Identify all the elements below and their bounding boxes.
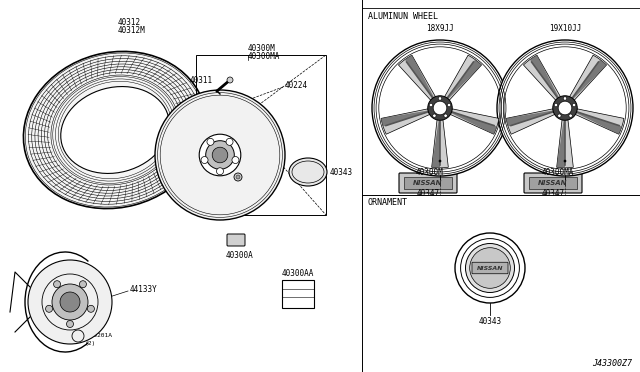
Polygon shape: [451, 112, 497, 134]
Circle shape: [88, 305, 95, 312]
Polygon shape: [572, 60, 607, 99]
Text: 40343: 40343: [479, 317, 502, 327]
Text: 40300MA: 40300MA: [248, 51, 280, 61]
Text: @08110-8201A: @08110-8201A: [67, 333, 113, 337]
Circle shape: [372, 40, 508, 176]
Circle shape: [497, 40, 633, 176]
Circle shape: [54, 281, 61, 288]
Circle shape: [28, 260, 112, 344]
Polygon shape: [405, 55, 434, 98]
Text: 19X10JJ: 19X10JJ: [549, 23, 581, 32]
Circle shape: [216, 168, 223, 175]
Text: 40311: 40311: [190, 76, 213, 84]
Polygon shape: [381, 109, 429, 134]
Text: 18X9JJ: 18X9JJ: [426, 23, 454, 32]
Circle shape: [438, 97, 442, 100]
Ellipse shape: [24, 51, 207, 209]
Circle shape: [470, 248, 510, 288]
Circle shape: [569, 114, 572, 118]
Polygon shape: [451, 109, 499, 134]
Circle shape: [60, 292, 80, 312]
Bar: [282, 280, 314, 308]
Circle shape: [232, 157, 239, 164]
Circle shape: [433, 101, 447, 115]
Polygon shape: [530, 55, 559, 98]
Ellipse shape: [289, 158, 327, 186]
Circle shape: [79, 281, 86, 288]
Circle shape: [199, 134, 241, 176]
Circle shape: [444, 114, 447, 118]
Polygon shape: [506, 110, 554, 126]
Polygon shape: [570, 55, 607, 100]
Text: 44133Y: 44133Y: [130, 285, 157, 295]
Circle shape: [227, 77, 233, 83]
Circle shape: [438, 160, 442, 163]
Circle shape: [226, 138, 233, 145]
Text: NISSAN: NISSAN: [538, 180, 568, 186]
Text: 40300A: 40300A: [226, 250, 254, 260]
Circle shape: [428, 96, 452, 120]
Text: NISSAN: NISSAN: [413, 180, 443, 186]
Bar: [196, 55, 326, 215]
Circle shape: [234, 173, 242, 181]
Circle shape: [155, 90, 285, 220]
Text: ALUMINUN WHEEL: ALUMINUN WHEEL: [368, 12, 438, 20]
Polygon shape: [431, 120, 440, 168]
Ellipse shape: [61, 87, 169, 173]
Circle shape: [465, 244, 515, 292]
Circle shape: [572, 103, 576, 107]
FancyBboxPatch shape: [524, 173, 582, 193]
Polygon shape: [557, 120, 573, 168]
Circle shape: [212, 147, 228, 163]
Circle shape: [67, 321, 74, 327]
Text: 40300MA: 40300MA: [542, 167, 574, 176]
Text: 40224: 40224: [285, 80, 308, 90]
Text: 40300M: 40300M: [416, 167, 444, 176]
Circle shape: [201, 157, 208, 164]
Text: NISSAN: NISSAN: [477, 266, 503, 270]
Polygon shape: [575, 109, 624, 134]
Text: B: B: [76, 334, 80, 339]
Circle shape: [45, 305, 52, 312]
Text: 40343: 40343: [330, 167, 353, 176]
FancyBboxPatch shape: [404, 177, 452, 189]
FancyBboxPatch shape: [472, 262, 508, 274]
Text: 40312: 40312: [118, 17, 141, 26]
Circle shape: [433, 114, 436, 118]
Circle shape: [455, 233, 525, 303]
Circle shape: [447, 103, 451, 107]
Polygon shape: [381, 110, 428, 126]
Text: 40347: 40347: [541, 189, 564, 198]
Text: 40312M: 40312M: [118, 26, 146, 35]
Text: ORNAMENT: ORNAMENT: [368, 198, 408, 206]
Polygon shape: [576, 112, 622, 134]
Circle shape: [554, 103, 557, 107]
Circle shape: [205, 141, 234, 169]
Text: 40300M: 40300M: [248, 44, 276, 52]
Circle shape: [563, 97, 566, 100]
Circle shape: [236, 175, 240, 179]
Polygon shape: [557, 120, 565, 168]
Polygon shape: [506, 109, 555, 134]
FancyBboxPatch shape: [529, 177, 577, 189]
Text: 40300AA: 40300AA: [282, 269, 314, 278]
Polygon shape: [399, 55, 435, 100]
Circle shape: [557, 114, 561, 118]
FancyBboxPatch shape: [227, 234, 245, 246]
Text: (2): (2): [84, 340, 95, 346]
Polygon shape: [445, 55, 481, 100]
Circle shape: [207, 138, 214, 145]
Circle shape: [553, 96, 577, 120]
Circle shape: [564, 160, 566, 163]
FancyBboxPatch shape: [399, 173, 457, 193]
Text: J43300Z7: J43300Z7: [592, 359, 632, 369]
Circle shape: [52, 284, 88, 320]
Polygon shape: [447, 60, 481, 99]
Circle shape: [429, 103, 433, 107]
Polygon shape: [431, 120, 449, 168]
Text: 40347: 40347: [417, 189, 440, 198]
Circle shape: [558, 101, 572, 115]
Polygon shape: [524, 55, 561, 100]
